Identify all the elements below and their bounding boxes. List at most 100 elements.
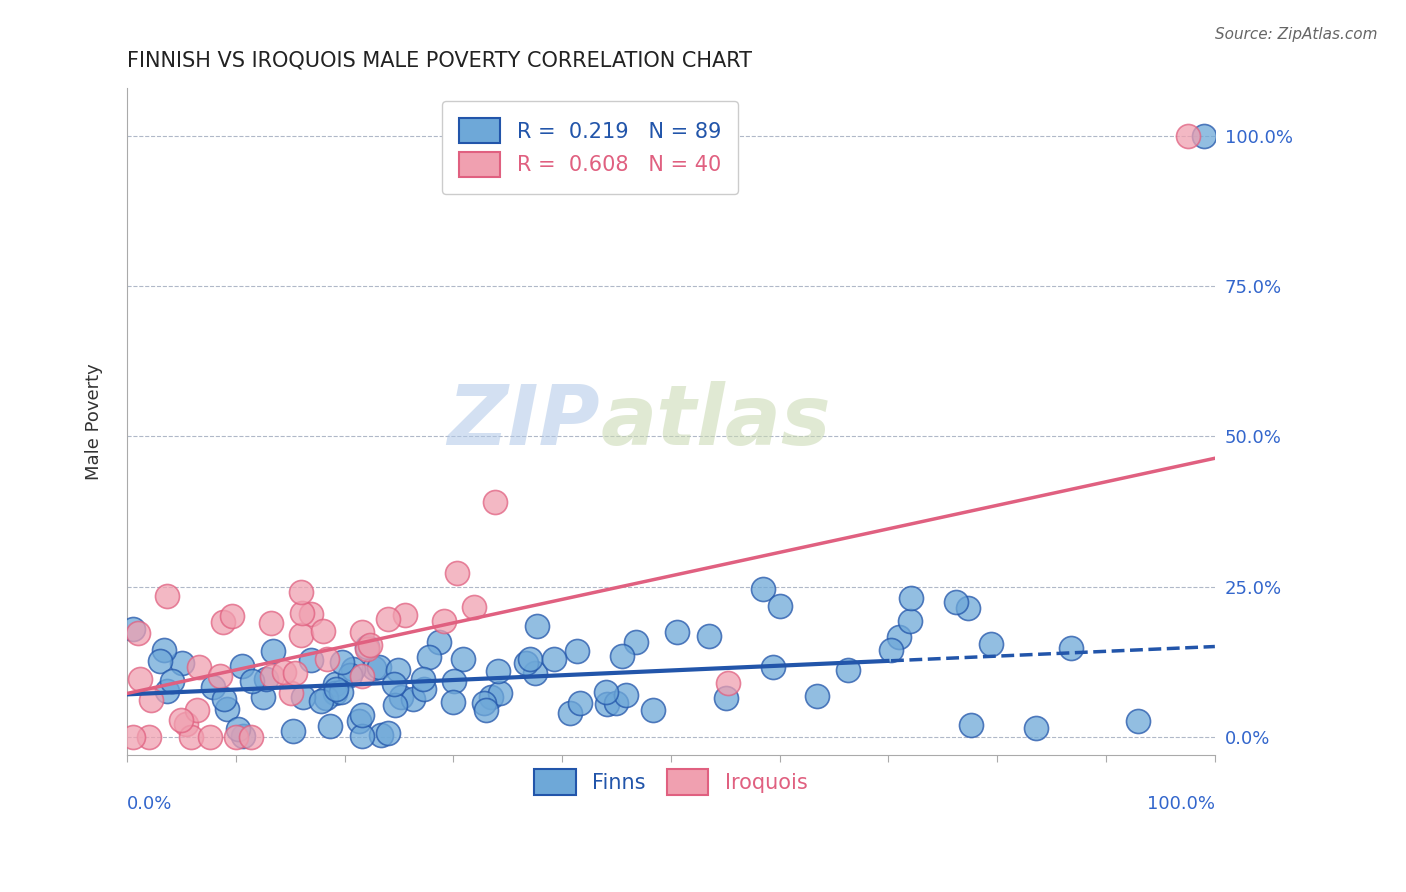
Point (356, 640, 378, 654)
Point (352, 625, 374, 640)
Point (240, 730, 263, 744)
Point (290, 628, 312, 642)
Point (127, 626, 149, 640)
Point (319, 719, 342, 733)
Point (1192, 128, 1215, 143)
Point (312, 624, 335, 638)
Point (138, 730, 160, 744)
Point (226, 723, 249, 737)
Point (350, 707, 373, 722)
Point (666, 625, 689, 640)
Point (443, 674, 465, 689)
Point (1060, 640, 1083, 655)
Point (596, 697, 619, 711)
Point (217, 702, 239, 716)
Point (221, 608, 243, 623)
Point (280, 686, 302, 700)
Point (315, 690, 337, 705)
Point (389, 690, 412, 704)
Point (945, 595, 967, 609)
Point (342, 662, 364, 676)
Point (382, 677, 405, 691)
Point (325, 685, 347, 699)
Point (156, 683, 179, 698)
Point (472, 696, 495, 710)
Point (350, 730, 373, 744)
Point (387, 664, 409, 678)
Point (519, 651, 541, 665)
Y-axis label: Male Poverty: Male Poverty (86, 363, 103, 480)
Point (260, 616, 283, 631)
Point (880, 643, 903, 657)
Legend: Finns, Iroquois: Finns, Iroquois (523, 759, 818, 805)
Point (283, 723, 305, 738)
Point (262, 644, 284, 658)
Point (1126, 714, 1149, 728)
Point (122, 622, 145, 636)
Point (231, 658, 253, 673)
Point (412, 672, 434, 686)
Point (153, 642, 176, 657)
Point (446, 566, 468, 581)
Point (370, 728, 392, 742)
Point (273, 665, 295, 679)
Point (316, 652, 339, 666)
Text: 0.0%: 0.0% (127, 796, 173, 814)
Point (957, 601, 980, 615)
Point (526, 618, 548, 632)
Text: FINNISH VS IROQUOIS MALE POVERTY CORRELATION CHART: FINNISH VS IROQUOIS MALE POVERTY CORRELA… (127, 51, 752, 70)
Point (176, 717, 198, 731)
Point (384, 698, 406, 712)
Point (1177, 128, 1199, 143)
Point (198, 730, 221, 744)
Point (339, 667, 361, 681)
Point (323, 677, 346, 691)
Point (290, 584, 312, 599)
Point (714, 691, 737, 706)
Point (186, 702, 208, 716)
Point (356, 641, 378, 656)
Point (475, 703, 498, 717)
Point (887, 630, 910, 644)
Point (900, 591, 922, 606)
Point (292, 690, 315, 705)
Point (752, 582, 775, 596)
Point (413, 682, 436, 697)
Point (612, 648, 634, 663)
Point (156, 589, 179, 603)
Point (515, 656, 537, 670)
Text: atlas: atlas (600, 381, 831, 462)
Point (160, 673, 183, 688)
Point (122, 730, 145, 744)
Point (453, 652, 475, 666)
Point (558, 706, 581, 720)
Point (605, 696, 627, 710)
Point (377, 726, 399, 740)
Point (352, 669, 374, 683)
Point (568, 696, 591, 710)
Point (489, 686, 512, 700)
Point (484, 495, 506, 509)
Point (188, 660, 211, 674)
Point (543, 651, 565, 665)
Point (769, 599, 792, 614)
Point (325, 682, 347, 697)
Point (980, 637, 1002, 651)
Text: Source: ZipAtlas.com: Source: ZipAtlas.com (1215, 27, 1378, 42)
Point (291, 606, 314, 620)
Point (225, 730, 247, 744)
Point (486, 664, 509, 678)
Point (479, 690, 502, 705)
Point (284, 666, 307, 681)
Point (260, 669, 283, 683)
Point (429, 635, 451, 649)
Point (309, 694, 332, 708)
Point (433, 614, 456, 628)
Point (837, 664, 859, 678)
Point (180, 730, 202, 744)
Point (394, 608, 416, 623)
Point (254, 672, 277, 686)
Point (614, 688, 637, 702)
Point (806, 689, 828, 703)
Point (232, 729, 254, 743)
